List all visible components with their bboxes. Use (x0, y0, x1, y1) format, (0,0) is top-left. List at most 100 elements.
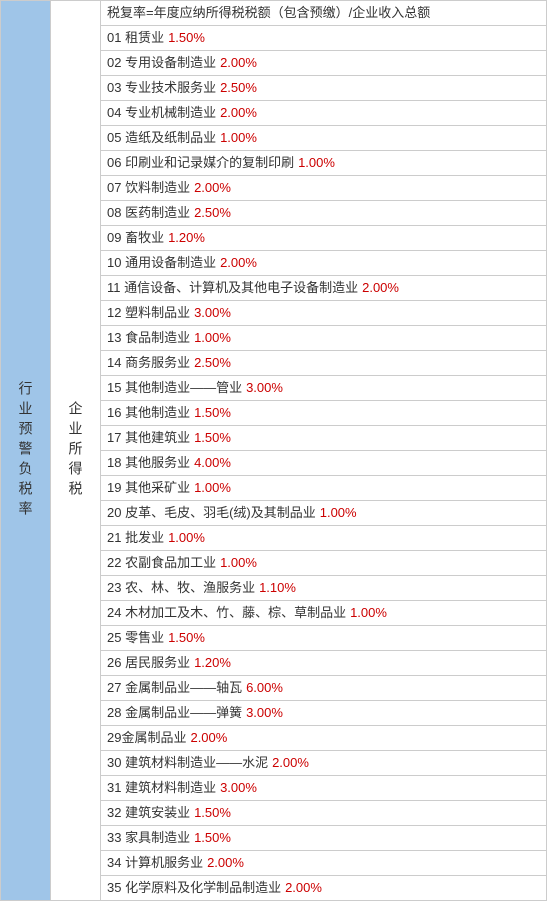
tax-rate: 3.00% (246, 703, 283, 723)
tax-rate: 1.10% (259, 578, 296, 598)
industry-label: 27 金属制品业——轴瓦 (107, 678, 242, 698)
industry-label: 07 饮料制造业 (107, 178, 190, 198)
tax-rate: 1.50% (194, 828, 231, 848)
tax-table: 行业预警负税率 企业所得税 税复率=年度应纳所得税税额（包含预缴）/企业收入总额… (0, 0, 547, 901)
industry-label: 23 农、林、牧、渔服务业 (107, 578, 255, 598)
tax-rate: 2.00% (285, 878, 322, 898)
industry-label: 06 印刷业和记录媒介的复制印刷 (107, 153, 294, 173)
left-category-label: 行业预警负税率 (16, 381, 36, 521)
table-row: 18 其他服务业4.00% (101, 451, 546, 476)
industry-label: 03 专业技术服务业 (107, 78, 216, 98)
industry-label: 28 金属制品业——弹簧 (107, 703, 242, 723)
tax-rate: 1.00% (298, 153, 335, 173)
tax-rate: 1.20% (194, 653, 231, 673)
table-row: 21 批发业1.00% (101, 526, 546, 551)
mid-category-label: 企业所得税 (66, 401, 86, 501)
industry-label: 33 家具制造业 (107, 828, 190, 848)
table-row: 10 通用设备制造业2.00% (101, 251, 546, 276)
tax-rate: 2.00% (190, 728, 227, 748)
data-column: 税复率=年度应纳所得税税额（包含预缴）/企业收入总额 01 租赁业1.50%02… (101, 1, 546, 900)
table-row: 34 计算机服务业2.00% (101, 851, 546, 876)
table-row: 06 印刷业和记录媒介的复制印刷1.00% (101, 151, 546, 176)
industry-label: 22 农副食品加工业 (107, 553, 216, 573)
industry-label: 15 其他制造业——管业 (107, 378, 242, 398)
table-row: 01 租赁业1.50% (101, 26, 546, 51)
industry-label: 32 建筑安装业 (107, 803, 190, 823)
industry-label: 11 通信设备、计算机及其他电子设备制造业 (107, 278, 358, 298)
table-row: 09 畜牧业1.20% (101, 226, 546, 251)
industry-label: 09 畜牧业 (107, 228, 164, 248)
table-row: 33 家具制造业1.50% (101, 826, 546, 851)
industry-label: 02 专用设备制造业 (107, 53, 216, 73)
industry-label: 35 化学原料及化学制品制造业 (107, 878, 281, 898)
tax-rate: 3.00% (194, 303, 231, 323)
tax-rate: 2.00% (207, 853, 244, 873)
tax-rate: 1.00% (320, 503, 357, 523)
table-row: 35 化学原料及化学制品制造业2.00% (101, 876, 546, 900)
formula-row: 税复率=年度应纳所得税税额（包含预缴）/企业收入总额 (101, 1, 546, 26)
tax-rate: 1.50% (168, 628, 205, 648)
formula-text: 税复率=年度应纳所得税税额（包含预缴）/企业收入总额 (107, 3, 430, 23)
industry-label: 31 建筑材料制造业 (107, 778, 216, 798)
industry-label: 18 其他服务业 (107, 453, 190, 473)
industry-label: 01 租赁业 (107, 28, 164, 48)
table-row: 31 建筑材料制造业3.00% (101, 776, 546, 801)
tax-rate: 1.00% (350, 603, 387, 623)
industry-label: 21 批发业 (107, 528, 164, 548)
table-row: 24 木材加工及木、竹、藤、棕、草制品业1.00% (101, 601, 546, 626)
tax-rate: 1.50% (194, 803, 231, 823)
table-row: 32 建筑安装业1.50% (101, 801, 546, 826)
tax-rate: 4.00% (194, 453, 231, 473)
table-row: 15 其他制造业——管业3.00% (101, 376, 546, 401)
tax-rate: 1.00% (220, 128, 257, 148)
table-row: 26 居民服务业1.20% (101, 651, 546, 676)
industry-label: 25 零售业 (107, 628, 164, 648)
tax-rate: 1.50% (194, 403, 231, 423)
tax-rate: 1.00% (194, 478, 231, 498)
industry-label: 08 医药制造业 (107, 203, 190, 223)
industry-label: 13 食品制造业 (107, 328, 190, 348)
industry-label: 04 专业机械制造业 (107, 103, 216, 123)
table-row: 14 商务服务业2.50% (101, 351, 546, 376)
table-row: 25 零售业1.50% (101, 626, 546, 651)
industry-label: 30 建筑材料制造业——水泥 (107, 753, 268, 773)
industry-label: 34 计算机服务业 (107, 853, 203, 873)
tax-rate: 1.50% (168, 28, 205, 48)
industry-label: 14 商务服务业 (107, 353, 190, 373)
tax-rate: 2.00% (220, 53, 257, 73)
table-row: 04 专业机械制造业2.00% (101, 101, 546, 126)
industry-label: 16 其他制造业 (107, 403, 190, 423)
table-row: 19 其他采矿业1.00% (101, 476, 546, 501)
industry-label: 17 其他建筑业 (107, 428, 190, 448)
tax-rate: 2.00% (272, 753, 309, 773)
industry-label: 12 塑料制品业 (107, 303, 190, 323)
tax-rate: 1.00% (220, 553, 257, 573)
left-category-cell: 行业预警负税率 (1, 1, 51, 900)
industry-label: 24 木材加工及木、竹、藤、棕、草制品业 (107, 603, 346, 623)
tax-rate: 2.00% (220, 103, 257, 123)
tax-rate: 1.50% (194, 428, 231, 448)
industry-label: 20 皮革、毛皮、羽毛(绒)及其制品业 (107, 503, 316, 523)
tax-rate: 2.50% (194, 203, 231, 223)
industry-label: 10 通用设备制造业 (107, 253, 216, 273)
tax-rate: 3.00% (220, 778, 257, 798)
table-row: 27 金属制品业——轴瓦6.00% (101, 676, 546, 701)
table-row: 11 通信设备、计算机及其他电子设备制造业2.00% (101, 276, 546, 301)
table-row: 17 其他建筑业1.50% (101, 426, 546, 451)
tax-rate: 1.00% (194, 328, 231, 348)
tax-rate: 2.50% (194, 353, 231, 373)
table-row: 16 其他制造业1.50% (101, 401, 546, 426)
industry-label: 05 造纸及纸制品业 (107, 128, 216, 148)
tax-rate: 6.00% (246, 678, 283, 698)
table-row: 30 建筑材料制造业——水泥2.00% (101, 751, 546, 776)
table-row: 29金属制品业2.00% (101, 726, 546, 751)
industry-label: 29金属制品业 (107, 728, 186, 748)
table-row: 03 专业技术服务业2.50% (101, 76, 546, 101)
table-row: 07 饮料制造业2.00% (101, 176, 546, 201)
table-row: 28 金属制品业——弹簧3.00% (101, 701, 546, 726)
table-row: 22 农副食品加工业1.00% (101, 551, 546, 576)
table-row: 20 皮革、毛皮、羽毛(绒)及其制品业1.00% (101, 501, 546, 526)
tax-rate: 2.00% (362, 278, 399, 298)
table-row: 08 医药制造业2.50% (101, 201, 546, 226)
table-row: 23 农、林、牧、渔服务业1.10% (101, 576, 546, 601)
